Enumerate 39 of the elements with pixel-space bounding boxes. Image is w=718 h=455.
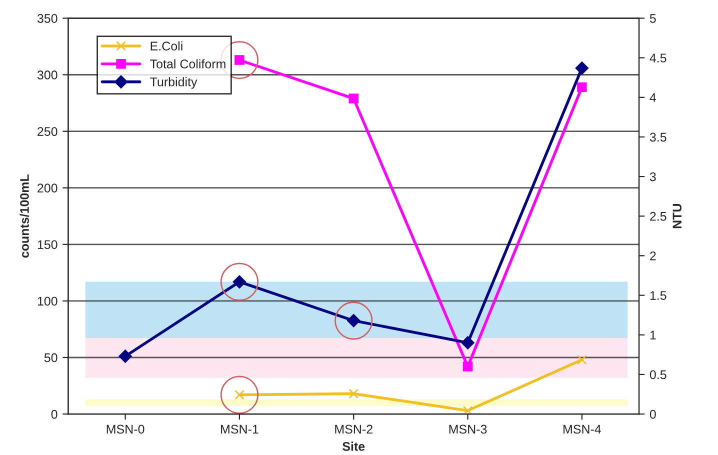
y2-tick-label: 4 bbox=[650, 93, 656, 102]
y-tick-label: 150 bbox=[38, 240, 58, 250]
y-tick-label: 100 bbox=[38, 296, 58, 306]
legend-label: Total Coliform bbox=[150, 59, 226, 68]
y-axis-title: counts/100mL bbox=[20, 174, 30, 258]
point bbox=[348, 388, 358, 399]
point bbox=[575, 61, 589, 75]
y2-tick-label: 3.5 bbox=[650, 132, 666, 142]
y2-tick-label: 2.5 bbox=[650, 212, 666, 221]
y2-tick-label: 1 bbox=[650, 330, 656, 340]
legend-label: Turbidity bbox=[150, 77, 198, 89]
y-tick-label: 200 bbox=[38, 184, 58, 192]
y2-tick-label: 2 bbox=[650, 252, 656, 260]
point bbox=[577, 354, 587, 365]
y2-tick-label: 0.5 bbox=[650, 370, 666, 380]
point bbox=[348, 94, 358, 104]
y-tick-label: 350 bbox=[37, 14, 58, 23]
point bbox=[462, 362, 473, 372]
x-axis-title: Site bbox=[342, 442, 365, 451]
y2-tick-label: 3 bbox=[650, 172, 656, 182]
x-tick-label: MSN-3 bbox=[449, 424, 487, 434]
point bbox=[577, 82, 587, 92]
x-tick-label: MSN-2 bbox=[335, 424, 372, 434]
y2-tick-label: 0 bbox=[650, 410, 656, 419]
y2-tick-label: 5 bbox=[650, 14, 656, 23]
x-tick-label: MSN-4 bbox=[564, 424, 602, 434]
y2-tick-label: 4.5 bbox=[650, 54, 666, 62]
y-tick-label: 250 bbox=[38, 127, 58, 136]
y-tick-label: 0 bbox=[51, 410, 58, 419]
y-tick-label: 300 bbox=[37, 70, 58, 80]
legend-label: E.Coli bbox=[150, 41, 182, 51]
point bbox=[461, 336, 474, 350]
point bbox=[462, 406, 473, 414]
y2-axis-title: NTU bbox=[672, 204, 682, 228]
x-tick-label: MSN-0 bbox=[106, 424, 144, 434]
y2-tick-label: 1.5 bbox=[650, 291, 666, 300]
y-tick-label: 50 bbox=[44, 353, 58, 362]
x-tick-label: MSN-1 bbox=[221, 424, 258, 434]
point bbox=[118, 350, 132, 363]
